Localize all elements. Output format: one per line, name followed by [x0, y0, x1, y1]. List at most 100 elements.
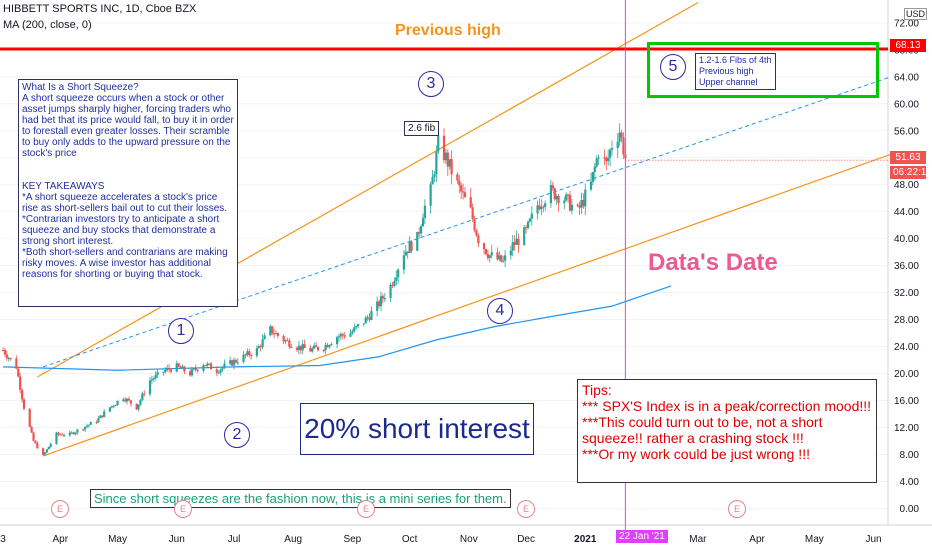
- wave-label-1: 1: [168, 318, 194, 344]
- candle-body: [410, 241, 413, 251]
- candle-body: [544, 203, 547, 207]
- earnings-marker[interactable]: E: [51, 500, 69, 518]
- candle-body: [389, 284, 392, 299]
- candle-body: [55, 432, 58, 444]
- candle-body: [223, 363, 226, 368]
- candle-body: [482, 243, 486, 250]
- y-tick-label: 16.00: [894, 396, 919, 407]
- candle-body: [219, 369, 222, 373]
- candle-body: [167, 367, 171, 370]
- candle-body: [221, 367, 224, 370]
- candle-body: [45, 449, 49, 453]
- candle-body: [582, 200, 585, 207]
- candle-body: [511, 242, 514, 251]
- x-tick-label: Sep: [343, 534, 361, 545]
- tips-item: *** SPX'S Index is in a peak/correction …: [582, 398, 872, 414]
- candle-body: [139, 399, 142, 405]
- y-tick-label: 8.00: [900, 450, 920, 461]
- candle-body: [156, 372, 159, 375]
- candle-body: [99, 415, 102, 419]
- indicator-legend[interactable]: MA (200, close, 0): [3, 19, 92, 31]
- candle-body: [335, 337, 339, 345]
- candle-body: [431, 176, 434, 185]
- candle-body: [177, 363, 180, 367]
- candle-body: [137, 404, 140, 410]
- info-note: What Is a Short Squeeze? A short squeeze…: [18, 79, 238, 307]
- candle-body: [383, 298, 386, 300]
- candle-body: [393, 281, 396, 286]
- candle-body: [423, 205, 427, 218]
- candle-body: [418, 231, 421, 234]
- currency-label[interactable]: USD: [904, 8, 928, 20]
- wave-label-3: 3: [418, 71, 444, 97]
- candle-body: [101, 415, 104, 417]
- x-tick-label: May: [108, 534, 127, 545]
- candle-body: [313, 345, 316, 349]
- candle-body: [515, 238, 518, 245]
- earnings-marker[interactable]: E: [357, 500, 375, 518]
- candle-body: [17, 368, 20, 377]
- takeaway-item: *Both short-sellers and contrarians are …: [22, 247, 228, 280]
- candle-body: [271, 326, 274, 334]
- candle-body: [517, 238, 520, 246]
- target-zone-box: [647, 42, 879, 98]
- candle-body: [127, 398, 131, 401]
- candle-body: [597, 157, 600, 159]
- y-tick-label: 44.00: [894, 207, 919, 218]
- candle-body: [376, 301, 379, 311]
- candle-body: [244, 354, 247, 356]
- earnings-marker[interactable]: E: [728, 500, 746, 518]
- candle-body: [261, 339, 264, 348]
- candle-body: [208, 363, 211, 365]
- countdown-tag: 06:22:11: [890, 166, 931, 179]
- candle-body: [311, 348, 314, 352]
- candle-body: [194, 368, 197, 370]
- candle-body: [551, 185, 554, 189]
- candle-body: [183, 366, 186, 372]
- candle-body: [566, 194, 570, 196]
- y-tick-label: 32.00: [894, 288, 919, 299]
- candle-body: [82, 429, 85, 431]
- candle-body: [605, 157, 608, 162]
- tips-item: ***This could turn out to be, not a shor…: [582, 414, 823, 446]
- channel-upper-line: [37, 2, 699, 378]
- candle-body: [402, 255, 406, 270]
- candle-body: [295, 347, 299, 350]
- candle-body: [49, 443, 52, 447]
- tips-note: Tips: *** SPX'S Index is in a peak/corre…: [577, 379, 877, 483]
- candle-body: [589, 181, 593, 190]
- candle-body: [234, 359, 238, 363]
- candle-body: [366, 317, 369, 319]
- candle-body: [124, 399, 127, 402]
- candle-body: [154, 374, 157, 379]
- candle-body: [595, 158, 598, 167]
- candle-body: [446, 152, 449, 167]
- y-tick-label: 56.00: [894, 126, 919, 137]
- tips-title: Tips:: [582, 382, 612, 398]
- candle-body: [370, 310, 373, 320]
- candle-body: [232, 359, 236, 366]
- candle-body: [309, 347, 312, 352]
- candle-body: [379, 296, 383, 307]
- candle-body: [502, 260, 505, 262]
- candle-body: [248, 351, 251, 356]
- symbol-title[interactable]: HIBBETT SPORTS INC, 1D, Cboe BZX: [3, 3, 197, 15]
- candle-body: [152, 378, 155, 380]
- candle-body: [326, 344, 329, 348]
- candle-body: [217, 372, 220, 374]
- candle-body: [20, 389, 24, 400]
- candle-body: [538, 205, 541, 210]
- fib-label: 2.6 fib: [404, 121, 440, 136]
- candle-body: [421, 217, 425, 227]
- candle-body: [540, 206, 543, 210]
- candle-body: [490, 252, 493, 256]
- candle-body: [442, 135, 446, 161]
- earnings-marker[interactable]: E: [517, 500, 535, 518]
- x-tick-label: Apr: [749, 534, 765, 545]
- candle-body: [368, 317, 371, 320]
- candle-body: [169, 369, 173, 372]
- earnings-marker[interactable]: E: [174, 500, 192, 518]
- candle-body: [349, 333, 352, 337]
- x-tick-label: Jun: [865, 534, 881, 545]
